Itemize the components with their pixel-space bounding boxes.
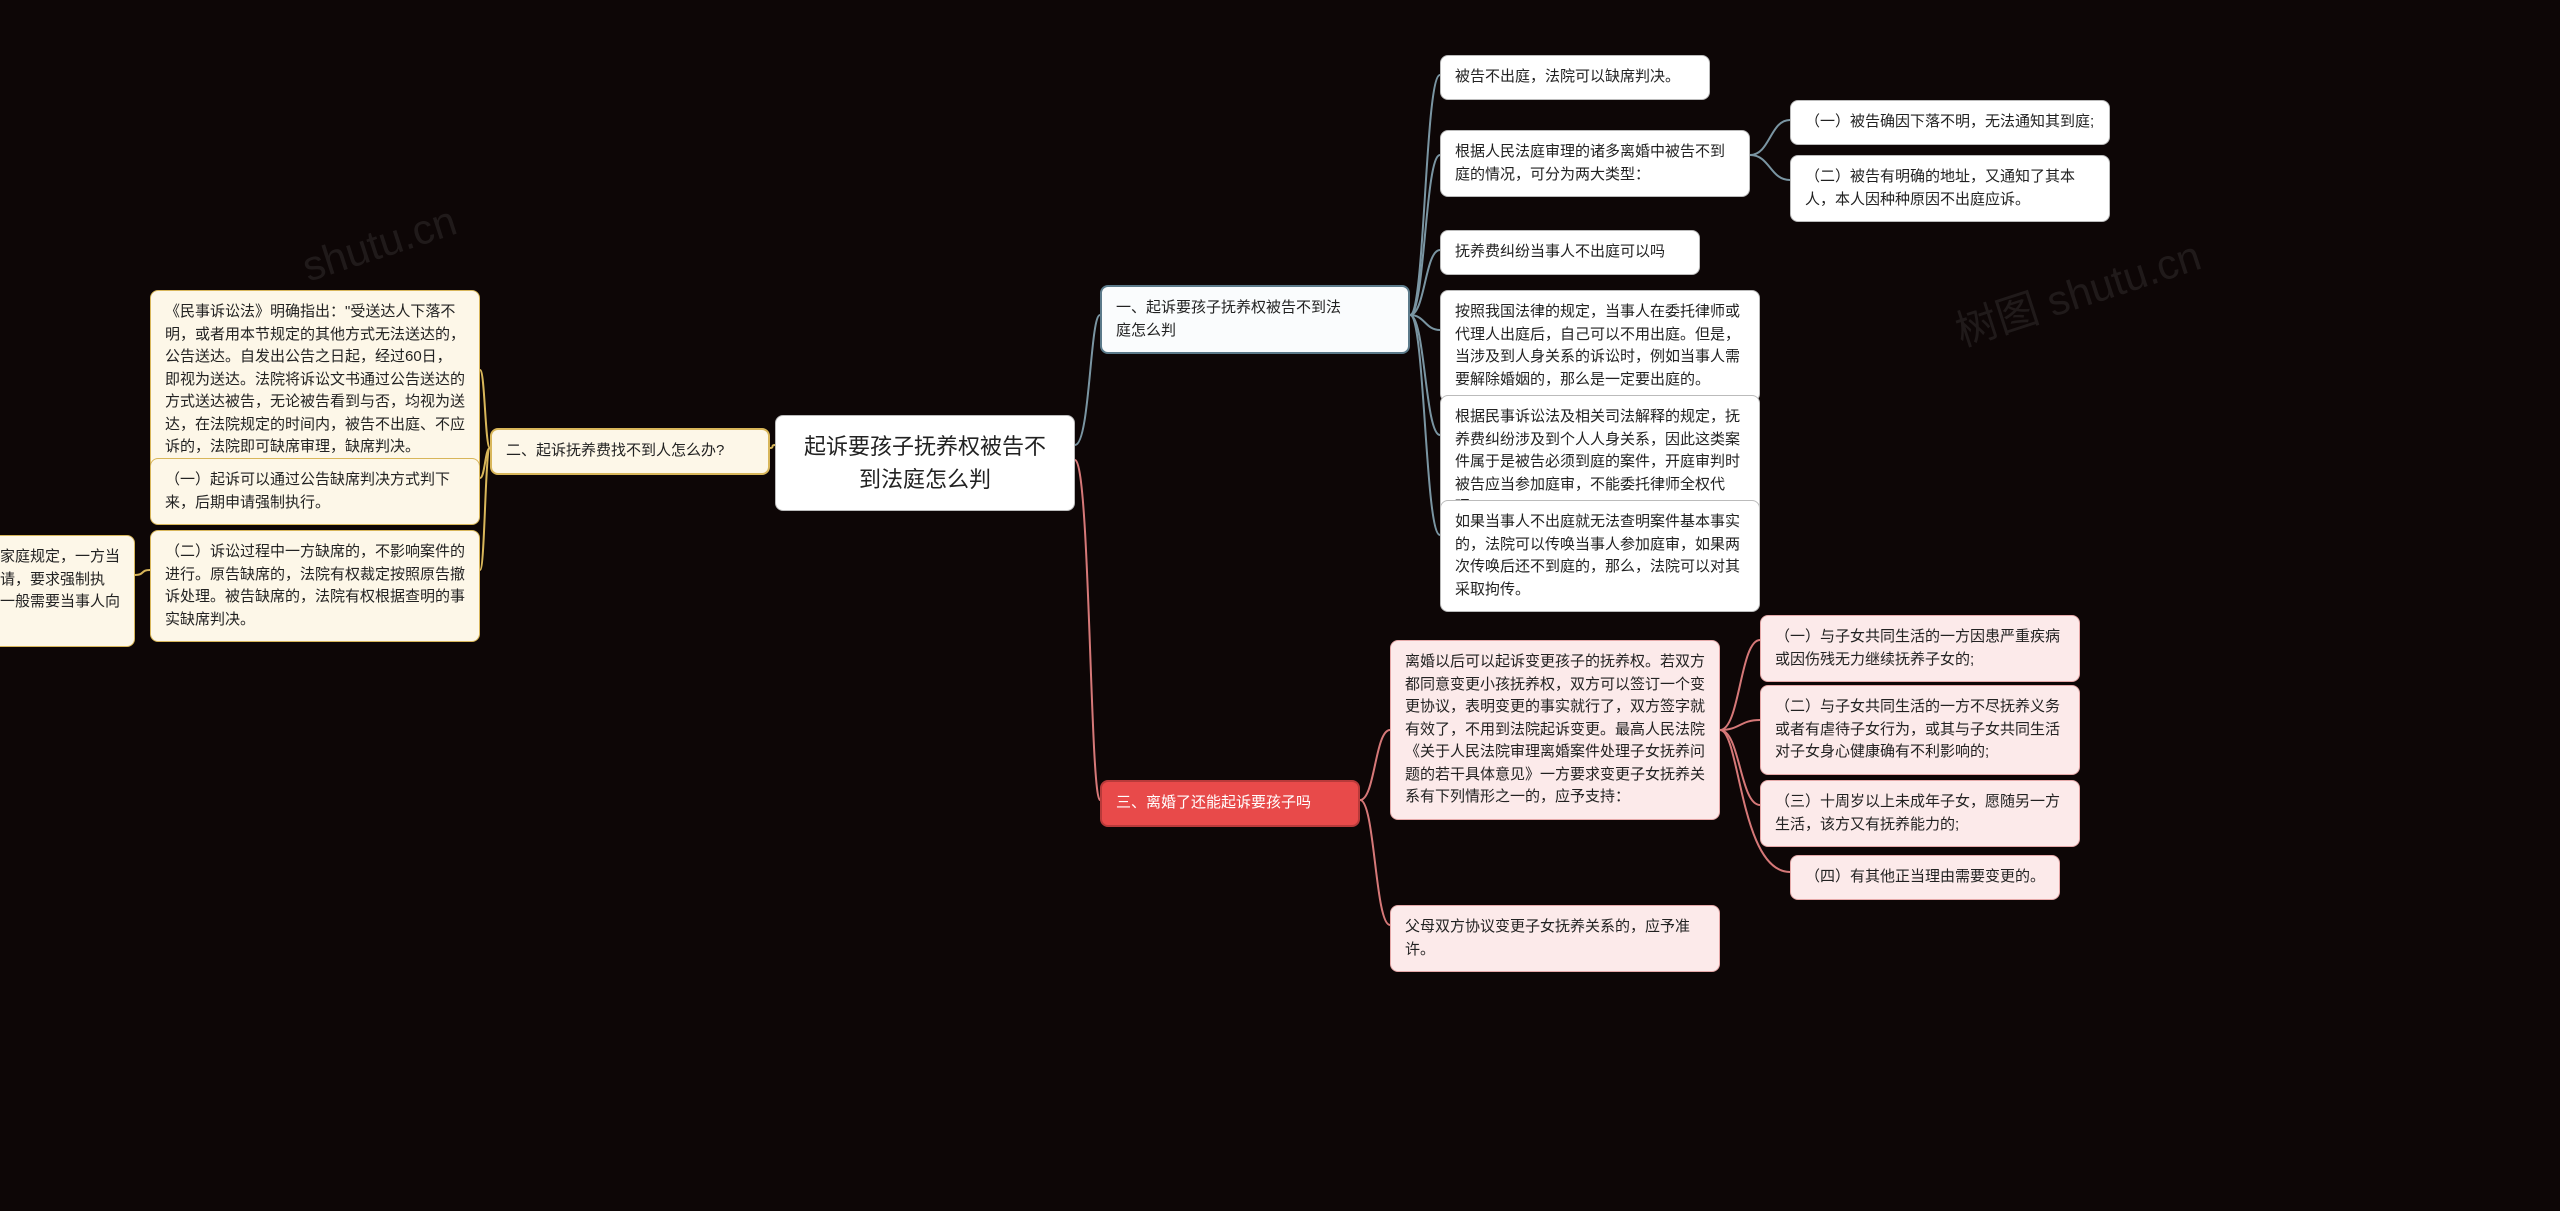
- b2-leaf[interactable]: （二）诉讼过程中一方缺席的，不影响案件的进行。原告缺席的，法院有权裁定按照原告撤…: [150, 530, 480, 642]
- b2-leaf[interactable]: 《民事诉讼法》明确指出："受送达人下落不明，或者用本节规定的其他方式无法送达的，…: [150, 290, 480, 470]
- b1-leaf[interactable]: 被告不出庭，法院可以缺席判决。: [1440, 55, 1710, 100]
- b3-leaf[interactable]: 父母双方协议变更子女抚养关系的，应予准许。: [1390, 905, 1720, 972]
- watermark: shutu.cn: [296, 197, 462, 292]
- branch3-node[interactable]: 三、离婚了还能起诉要孩子吗: [1100, 780, 1360, 827]
- b1-leaf[interactable]: 根据人民法庭审理的诸多离婚中被告不到庭的情况，可分为两大类型：: [1440, 130, 1750, 197]
- b2-leaf[interactable]: （一）起诉可以通过公告缺席判决方式判下来，后期申请强制执行。: [150, 458, 480, 525]
- b1-leaf[interactable]: （一）被告确因下落不明，无法通知其到庭;: [1790, 100, 2110, 145]
- b2-leaf[interactable]: 根据《民法典》第五编婚姻家庭规定，一方当事人可以向一审法院提出申请，要求强制执行…: [0, 535, 135, 647]
- watermark: 树图 shutu.cn: [1947, 222, 2208, 359]
- b3-leaf[interactable]: （二）与子女共同生活的一方不尽抚养义务或者有虐待子女行为，或其与子女共同生活对子…: [1760, 685, 2080, 775]
- b3-leaf[interactable]: （一）与子女共同生活的一方因患严重疾病或因伤残无力继续抚养子女的;: [1760, 615, 2080, 682]
- b3-leaf[interactable]: 离婚以后可以起诉变更孩子的抚养权。若双方都同意变更小孩抚养权，双方可以签订一个变…: [1390, 640, 1720, 820]
- b1-leaf[interactable]: 抚养费纠纷当事人不出庭可以吗: [1440, 230, 1700, 275]
- b1-leaf[interactable]: （二）被告有明确的地址，又通知了其本人，本人因种种原因不出庭应诉。: [1790, 155, 2110, 222]
- b3-leaf[interactable]: （三）十周岁以上未成年子女，愿随另一方生活，该方又有抚养能力的;: [1760, 780, 2080, 847]
- b1-leaf[interactable]: 如果当事人不出庭就无法查明案件基本事实的，法院可以传唤当事人参加庭审，如果两次传…: [1440, 500, 1760, 612]
- branch1-node[interactable]: 一、起诉要孩子抚养权被告不到法庭怎么判: [1100, 285, 1410, 354]
- b3-leaf[interactable]: （四）有其他正当理由需要变更的。: [1790, 855, 2060, 900]
- b1-leaf[interactable]: 按照我国法律的规定，当事人在委托律师或代理人出庭后，自己可以不用出庭。但是，当涉…: [1440, 290, 1760, 402]
- center-node[interactable]: 起诉要孩子抚养权被告不到法庭怎么判: [775, 415, 1075, 511]
- branch2-node[interactable]: 二、起诉抚养费找不到人怎么办?: [490, 428, 770, 475]
